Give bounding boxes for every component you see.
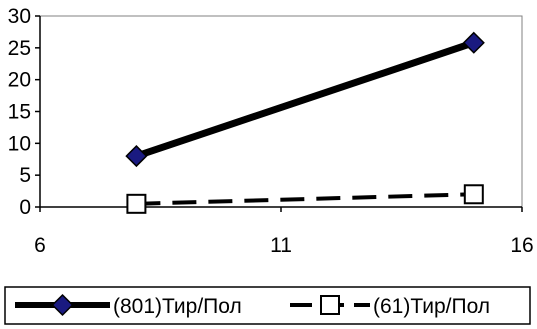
y-tick-label: 20 (8, 69, 31, 92)
series-1-point (462, 31, 485, 54)
y-tick-label: 15 (8, 101, 31, 124)
legend-marker-2 (320, 295, 340, 315)
legend-marker-1 (51, 293, 74, 317)
series-line-1 (135, 39, 475, 160)
legend-label-1: (801)Тир/Пол (113, 295, 242, 318)
y-tick-label: 10 (8, 132, 31, 155)
y-tick-label: 30 (8, 5, 31, 28)
series-2-point (463, 184, 484, 205)
series-1-point (125, 145, 148, 168)
x-tick-label: 11 (270, 234, 292, 257)
plot-area (39, 15, 523, 208)
y-tick-label: 0 (19, 196, 31, 219)
legend-label-2: (61)Тир/Пол (373, 295, 490, 318)
x-tick-label: 6 (34, 234, 46, 257)
x-tick-label: 16 (510, 234, 533, 257)
y-tick-label: 5 (19, 164, 31, 187)
series-2-point (126, 193, 147, 214)
y-tick-label: 25 (8, 37, 31, 60)
series-line-2 (136, 192, 474, 206)
